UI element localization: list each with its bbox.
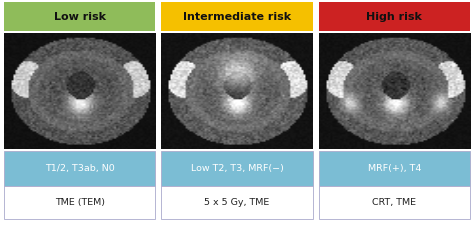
Bar — [319, 186, 470, 219]
Text: Low T2, T3, MRF(−): Low T2, T3, MRF(−) — [191, 164, 283, 173]
Bar — [4, 186, 155, 219]
Bar — [319, 2, 470, 31]
Text: Low risk: Low risk — [54, 12, 106, 22]
Bar — [161, 186, 313, 219]
Bar — [4, 151, 155, 186]
Text: MRF(+), T4: MRF(+), T4 — [368, 164, 421, 173]
Text: High risk: High risk — [366, 12, 422, 22]
Bar — [4, 2, 155, 31]
Bar — [161, 2, 313, 31]
Text: TME (TEM): TME (TEM) — [55, 198, 105, 207]
Bar — [319, 151, 470, 186]
Text: 5 x 5 Gy, TME: 5 x 5 Gy, TME — [204, 198, 270, 207]
Bar — [161, 151, 313, 186]
Text: CRT, TME: CRT, TME — [373, 198, 416, 207]
Text: Intermediate risk: Intermediate risk — [183, 12, 291, 22]
Text: T1/2, T3ab, N0: T1/2, T3ab, N0 — [45, 164, 115, 173]
